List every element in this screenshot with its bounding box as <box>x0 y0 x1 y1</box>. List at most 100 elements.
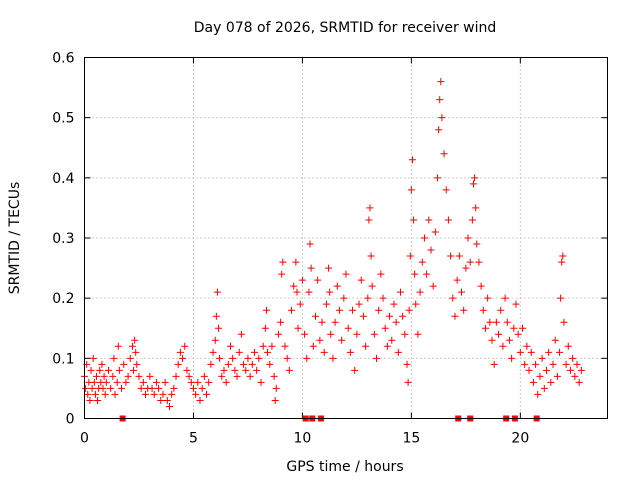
data-point <box>412 300 420 308</box>
data-point <box>508 354 516 362</box>
x-tick-label: 15 <box>402 431 420 447</box>
data-point <box>306 240 314 248</box>
data-point <box>165 402 173 410</box>
data-point <box>375 306 383 314</box>
data-point <box>211 336 219 344</box>
data-point <box>262 306 270 314</box>
data-point <box>481 324 489 332</box>
data-point <box>94 396 102 404</box>
data-point <box>183 366 191 374</box>
data-point <box>556 348 564 356</box>
data-point <box>194 378 202 386</box>
data-point <box>477 282 485 290</box>
data-point <box>237 330 245 338</box>
data-point <box>571 372 579 380</box>
data-point <box>547 378 555 386</box>
data-point <box>490 360 498 368</box>
data-point <box>122 378 130 386</box>
data-point <box>340 294 348 302</box>
data-point <box>215 324 223 332</box>
data-point <box>216 354 224 362</box>
data-point <box>233 372 241 380</box>
data-point <box>135 372 143 380</box>
x-tick-label: 20 <box>511 431 529 447</box>
data-point <box>314 276 322 284</box>
data-point <box>137 384 145 392</box>
data-point <box>278 270 286 278</box>
data-point <box>536 372 544 380</box>
data-point <box>257 378 265 386</box>
data-points <box>81 78 585 410</box>
data-point <box>89 354 97 362</box>
data-point <box>495 330 503 338</box>
data-point <box>464 234 472 242</box>
data-point <box>301 330 309 338</box>
x-tick-label: 0 <box>80 431 89 447</box>
data-point <box>179 354 187 362</box>
data-point <box>411 270 419 278</box>
data-point <box>298 276 306 284</box>
x-tick-label: 10 <box>294 431 312 447</box>
data-point <box>557 294 565 302</box>
data-point <box>442 186 450 194</box>
data-point <box>159 390 167 398</box>
data-point <box>176 348 184 356</box>
data-point <box>161 378 169 386</box>
data-point <box>203 390 211 398</box>
data-point <box>425 216 433 224</box>
data-point <box>316 336 324 344</box>
data-point <box>545 348 553 356</box>
data-point <box>155 384 163 392</box>
data-point <box>268 342 276 350</box>
data-point <box>566 366 574 374</box>
data-point <box>416 288 424 296</box>
data-point <box>455 252 463 260</box>
data-point <box>283 354 291 362</box>
data-point <box>429 282 437 290</box>
data-point <box>355 300 363 308</box>
data-point <box>274 330 282 338</box>
data-point <box>285 366 293 374</box>
data-point <box>427 246 435 254</box>
data-point <box>406 252 414 260</box>
data-point <box>322 300 330 308</box>
data-point <box>87 366 95 374</box>
data-point <box>396 288 404 296</box>
data-point <box>255 354 263 362</box>
data-point <box>549 360 557 368</box>
data-point <box>88 384 96 392</box>
data-point <box>516 348 524 356</box>
data-point <box>366 204 374 212</box>
data-point <box>473 240 481 248</box>
data-point <box>444 216 452 224</box>
data-point <box>296 300 304 308</box>
y-tick-label: 0.3 <box>52 231 74 247</box>
data-point <box>527 348 535 356</box>
data-point <box>418 258 426 266</box>
data-point <box>353 330 361 338</box>
data-point <box>82 384 90 392</box>
data-point <box>453 276 461 284</box>
data-point <box>503 318 511 326</box>
data-point <box>457 288 465 296</box>
chart-title: Day 078 of 2026, SRMTID for receiver win… <box>194 20 497 36</box>
data-point <box>253 366 261 374</box>
data-point <box>277 318 285 326</box>
data-point <box>359 312 367 320</box>
data-point <box>109 372 117 380</box>
data-point <box>331 318 339 326</box>
data-point <box>157 396 165 404</box>
data-point <box>227 342 235 350</box>
data-point <box>242 366 250 374</box>
data-point <box>472 204 480 212</box>
data-point <box>271 396 279 404</box>
data-point <box>401 330 409 338</box>
data-point <box>288 306 296 314</box>
data-point <box>346 348 354 356</box>
data-point <box>558 258 566 266</box>
data-point <box>320 348 328 356</box>
data-point <box>148 384 156 392</box>
data-point <box>133 360 141 368</box>
data-point <box>403 360 411 368</box>
data-point <box>96 366 104 374</box>
